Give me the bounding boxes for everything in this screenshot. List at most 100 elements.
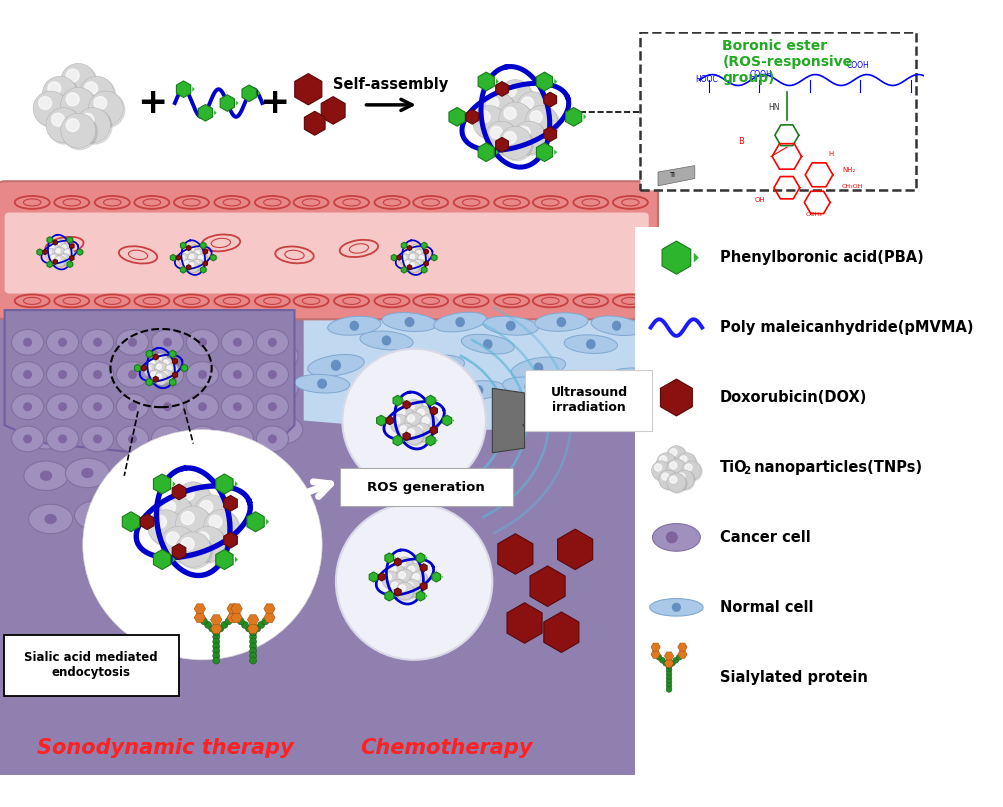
Polygon shape	[452, 419, 453, 422]
Circle shape	[504, 85, 516, 97]
Ellipse shape	[150, 345, 162, 355]
Circle shape	[197, 254, 209, 266]
Circle shape	[397, 409, 404, 416]
Circle shape	[419, 414, 437, 433]
Polygon shape	[146, 378, 152, 386]
Circle shape	[188, 245, 199, 256]
Polygon shape	[153, 354, 158, 360]
Polygon shape	[376, 416, 385, 426]
Circle shape	[382, 571, 400, 589]
Ellipse shape	[381, 336, 391, 345]
Ellipse shape	[226, 381, 270, 411]
Polygon shape	[43, 249, 47, 255]
Ellipse shape	[24, 378, 68, 408]
Circle shape	[150, 372, 155, 377]
Ellipse shape	[131, 474, 144, 483]
Ellipse shape	[649, 599, 702, 616]
Ellipse shape	[433, 312, 486, 332]
Circle shape	[679, 651, 685, 657]
Text: HOOC: HOOC	[694, 75, 717, 84]
Ellipse shape	[93, 402, 102, 412]
Polygon shape	[193, 86, 195, 92]
Polygon shape	[495, 82, 508, 96]
Text: ROS generation: ROS generation	[367, 481, 484, 494]
Polygon shape	[187, 245, 191, 250]
Polygon shape	[416, 553, 424, 563]
Text: Cancer cell: Cancer cell	[719, 530, 809, 545]
Circle shape	[652, 462, 671, 481]
Ellipse shape	[46, 362, 78, 387]
Circle shape	[266, 614, 273, 621]
Polygon shape	[47, 261, 52, 268]
Ellipse shape	[81, 362, 113, 387]
Ellipse shape	[400, 377, 454, 396]
Polygon shape	[378, 573, 385, 581]
Ellipse shape	[116, 426, 148, 452]
Polygon shape	[211, 254, 216, 261]
Ellipse shape	[259, 415, 303, 445]
Polygon shape	[224, 495, 237, 511]
Bar	[0, 310, 653, 775]
Circle shape	[390, 414, 408, 433]
Circle shape	[166, 532, 180, 545]
Ellipse shape	[40, 387, 52, 398]
Polygon shape	[497, 533, 533, 575]
Circle shape	[162, 528, 198, 563]
Circle shape	[213, 633, 220, 641]
Circle shape	[77, 109, 111, 144]
Circle shape	[54, 239, 65, 251]
Circle shape	[48, 82, 60, 94]
Circle shape	[209, 515, 222, 529]
Ellipse shape	[254, 341, 298, 371]
Circle shape	[677, 454, 696, 473]
Circle shape	[60, 244, 71, 255]
Circle shape	[66, 93, 79, 106]
Circle shape	[181, 512, 194, 525]
Polygon shape	[664, 659, 673, 667]
Polygon shape	[677, 650, 686, 659]
Ellipse shape	[221, 426, 254, 452]
Ellipse shape	[46, 329, 78, 355]
Circle shape	[410, 263, 414, 267]
Polygon shape	[266, 519, 269, 525]
Ellipse shape	[254, 374, 298, 403]
Text: Boronic ester
(ROS-responsive
group): Boronic ester (ROS-responsive group)	[722, 39, 852, 85]
Ellipse shape	[652, 524, 700, 551]
Circle shape	[245, 625, 253, 632]
Circle shape	[526, 107, 559, 140]
Polygon shape	[394, 557, 395, 559]
Ellipse shape	[187, 329, 219, 355]
Polygon shape	[431, 254, 436, 261]
Polygon shape	[425, 595, 427, 597]
Circle shape	[387, 564, 405, 582]
Ellipse shape	[240, 335, 284, 365]
Circle shape	[154, 373, 169, 386]
Circle shape	[190, 254, 194, 258]
Ellipse shape	[123, 504, 168, 533]
Circle shape	[395, 557, 413, 575]
Ellipse shape	[270, 383, 282, 394]
Circle shape	[196, 496, 231, 532]
Ellipse shape	[151, 426, 184, 452]
Circle shape	[392, 417, 399, 424]
Ellipse shape	[665, 532, 677, 543]
Ellipse shape	[557, 377, 611, 396]
Circle shape	[199, 256, 203, 260]
Text: OH: OH	[754, 198, 764, 203]
Circle shape	[184, 251, 188, 255]
Circle shape	[481, 92, 514, 124]
Ellipse shape	[134, 335, 179, 365]
Circle shape	[154, 362, 169, 376]
Ellipse shape	[233, 431, 245, 441]
Polygon shape	[664, 652, 673, 660]
Polygon shape	[141, 367, 142, 369]
Polygon shape	[236, 101, 239, 106]
Polygon shape	[403, 399, 404, 402]
Circle shape	[197, 614, 204, 621]
Polygon shape	[677, 643, 686, 651]
Circle shape	[182, 249, 193, 261]
Ellipse shape	[81, 468, 93, 478]
Circle shape	[162, 500, 176, 513]
Circle shape	[654, 464, 661, 471]
Polygon shape	[247, 512, 264, 532]
